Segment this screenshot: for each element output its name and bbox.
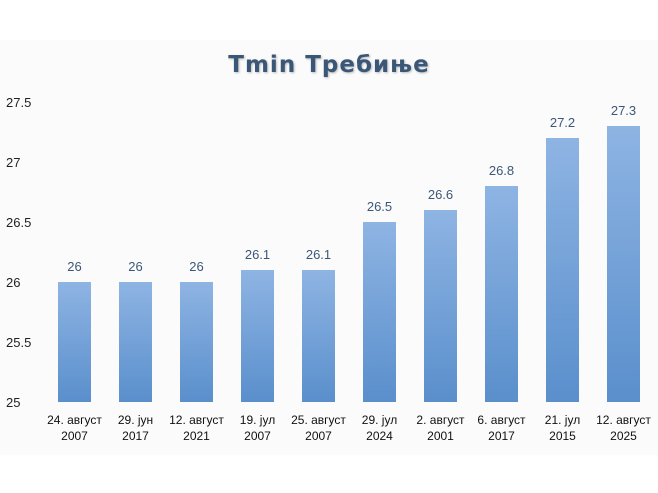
y-tick-label: 27 bbox=[6, 155, 20, 170]
bars bbox=[58, 126, 640, 402]
bar bbox=[546, 138, 579, 402]
x-tick-label: 2007 bbox=[61, 429, 88, 443]
x-tick-label: 2015 bbox=[549, 429, 576, 443]
x-tick-label: 2017 bbox=[488, 429, 515, 443]
bar bbox=[119, 282, 152, 402]
data-label: 27.3 bbox=[611, 103, 636, 118]
bar bbox=[241, 270, 274, 402]
x-tick-label: 2024 bbox=[366, 429, 393, 443]
x-tick-label: 12. август bbox=[596, 413, 651, 427]
data-label: 26.1 bbox=[245, 247, 270, 262]
y-tick-label: 26.5 bbox=[6, 215, 31, 230]
y-tick-label: 26 bbox=[6, 275, 20, 290]
data-label: 26 bbox=[128, 259, 142, 274]
x-axis-labels: 24. август 2007 29. јун 2017 12. август 2021 1… bbox=[47, 413, 651, 443]
data-label: 26.6 bbox=[428, 187, 453, 202]
x-tick-label: 2017 bbox=[122, 429, 149, 443]
bar bbox=[607, 126, 640, 402]
y-tick-label: 27.5 bbox=[6, 95, 31, 110]
bar bbox=[424, 210, 457, 402]
y-axis: 25 25.5 26 26.5 27 27.5 bbox=[6, 95, 31, 410]
bar bbox=[180, 282, 213, 402]
bar bbox=[58, 282, 91, 402]
x-tick-label: 12. август bbox=[169, 413, 224, 427]
x-tick-label: 2007 bbox=[244, 429, 271, 443]
data-label: 26 bbox=[67, 259, 81, 274]
x-tick-label: 2025 bbox=[610, 429, 637, 443]
x-tick-label: 2007 bbox=[305, 429, 332, 443]
data-labels: 26 26 26 26.1 26.1 26.5 26.6 26.8 27.2 27.3 bbox=[67, 103, 636, 274]
x-tick-label: 24. август bbox=[47, 413, 102, 427]
x-tick-label: 2001 bbox=[427, 429, 454, 443]
x-tick-label: 2021 bbox=[183, 429, 210, 443]
data-label: 26.5 bbox=[367, 199, 392, 214]
bar bbox=[302, 270, 335, 402]
data-label: 27.2 bbox=[550, 115, 575, 130]
x-tick-label: 19. јул bbox=[240, 413, 275, 427]
data-label: 26 bbox=[189, 259, 203, 274]
chart-title: Tmin Требиње bbox=[228, 52, 430, 78]
x-tick-label: 21. јул bbox=[545, 413, 580, 427]
y-tick-label: 25.5 bbox=[6, 335, 31, 350]
x-tick-label: 29. јун bbox=[118, 413, 153, 427]
data-label: 26.8 bbox=[489, 163, 514, 178]
data-label: 26.1 bbox=[306, 247, 331, 262]
x-tick-label: 25. август bbox=[291, 413, 346, 427]
bar bbox=[485, 186, 518, 402]
bar bbox=[363, 222, 396, 402]
x-tick-label: 6. август bbox=[477, 413, 526, 427]
x-tick-label: 29. јул bbox=[362, 413, 397, 427]
y-tick-label: 25 bbox=[6, 395, 20, 410]
x-tick-label: 2. август bbox=[416, 413, 465, 427]
